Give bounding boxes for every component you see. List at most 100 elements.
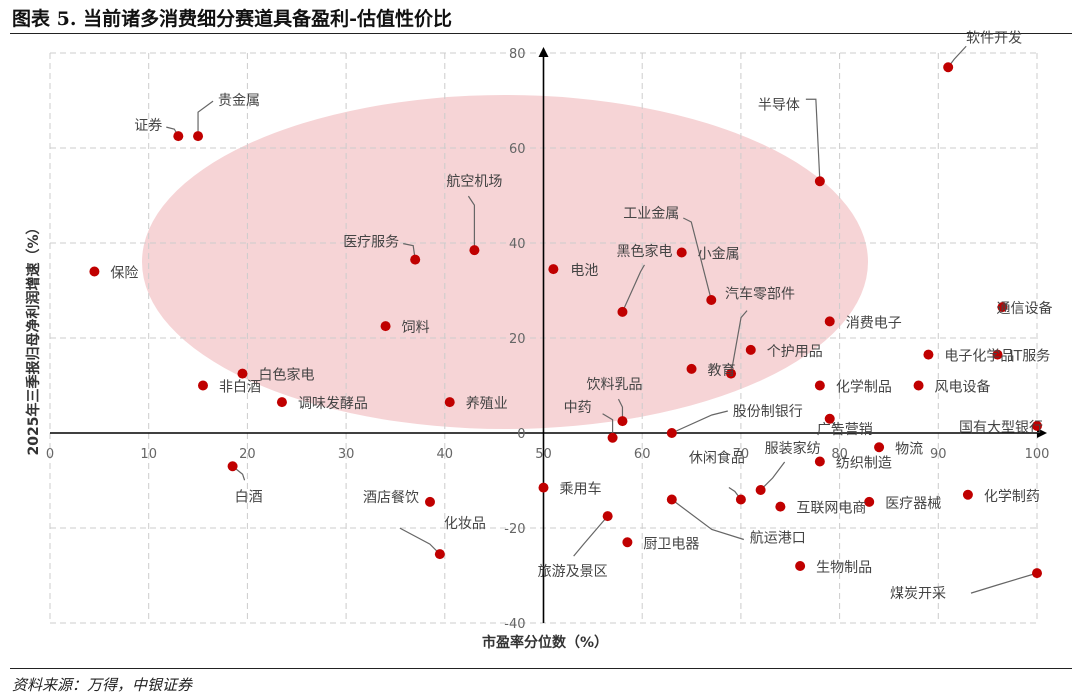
leader-line [683, 217, 712, 301]
leader-line [730, 310, 748, 374]
point-label: 休闲食品 [689, 450, 745, 467]
point-label: 国有大型银行 [959, 420, 1043, 436]
point-label: 保险 [110, 266, 138, 282]
data-point [824, 413, 835, 424]
data-point [197, 380, 208, 391]
point-label: 航空机场 [446, 174, 502, 190]
data-points [89, 62, 1042, 579]
data-point [676, 247, 687, 258]
point-label: 通信设备 [996, 300, 1052, 317]
leader-line [970, 572, 1038, 594]
data-point [469, 245, 480, 256]
x-tick-label: 90 [930, 447, 947, 462]
x-tick-label: 80 [831, 447, 848, 462]
leader-line [805, 98, 821, 182]
data-point [666, 494, 677, 505]
y-tick-label: 0 [517, 427, 525, 442]
x-tick-label: 40 [437, 447, 454, 462]
point-label: 饮料乳品 [586, 377, 642, 393]
y-tick-label: 40 [509, 237, 526, 252]
data-point [706, 295, 717, 305]
point-label: 股份制银行 [733, 404, 803, 420]
data-point [89, 266, 100, 277]
data-point [745, 344, 756, 355]
data-point [602, 511, 613, 522]
data-point [814, 456, 825, 467]
data-point [424, 496, 435, 507]
data-point [814, 176, 825, 187]
y-tick-label: 60 [509, 142, 526, 157]
data-point [237, 368, 248, 379]
x-axis-title: 市盈率分位数（%） [482, 634, 608, 651]
data-point [913, 380, 924, 391]
point-label: 化妆品 [444, 516, 486, 532]
data-point [735, 494, 746, 505]
data-point [686, 363, 697, 374]
leader-line [573, 515, 609, 557]
data-point [410, 254, 421, 265]
data-point [814, 380, 825, 391]
leader-line [760, 461, 786, 491]
point-label: 纺织制造 [836, 456, 892, 472]
chart-axes [50, 47, 1047, 623]
x-tick-label: 100 [1025, 447, 1050, 462]
data-point [795, 561, 806, 571]
y-axis-title: 2025年三季报归母净利润增速（%） [25, 221, 42, 456]
leader-line [671, 410, 728, 434]
point-label: 证券 [134, 118, 162, 134]
point-label: 广告营销 [817, 422, 873, 438]
data-point [173, 131, 184, 142]
point-label: 风电设备 [935, 379, 991, 396]
point-label: 教育 [708, 363, 736, 379]
title-rule [10, 33, 1072, 34]
point-label: 白酒 [235, 489, 263, 505]
point-label: 消费电子 [846, 315, 902, 331]
point-label: 航运港口 [750, 531, 806, 547]
leader-line [197, 100, 214, 137]
data-point [617, 416, 628, 427]
point-label: 物流 [895, 441, 923, 457]
x-tick-label: 30 [338, 447, 355, 462]
data-point [962, 489, 973, 500]
data-point [444, 397, 455, 408]
data-point [775, 501, 786, 512]
point-label: 煤炭开采 [890, 586, 946, 602]
point-label: 白色家电 [258, 367, 314, 384]
x-tick-label: 10 [140, 447, 157, 462]
data-point [276, 397, 287, 408]
data-point [380, 321, 391, 332]
leader-line [602, 413, 614, 438]
point-label: 个护用品 [767, 344, 823, 360]
data-point [874, 442, 885, 453]
figure-title: 图表 5. 当前诸多消费细分赛道具备盈利-估值性价比 [12, 8, 452, 30]
point-label: 旅游及景区 [538, 564, 608, 580]
data-point [997, 302, 1008, 313]
data-point [607, 432, 618, 443]
point-label: 生物制品 [816, 560, 872, 576]
y-tick-label: -20 [504, 522, 525, 537]
data-point [923, 349, 934, 360]
point-label: 酒店餐饮 [363, 490, 419, 506]
leader-line [467, 195, 476, 251]
point-label: 化学制药 [984, 489, 1040, 505]
x-tick-label: 20 [239, 447, 256, 462]
leader-line [671, 499, 744, 541]
point-label: 电子化学品 [944, 349, 1014, 365]
data-point [992, 349, 1003, 360]
tick-labels: 0 10 20 30 40 50 60 70 80 90 100 -40 -20 0 20 40 60 80 [46, 47, 1050, 632]
data-point [622, 537, 633, 548]
source-note: 资料来源：万得，中银证券 [12, 676, 193, 694]
point-label: 饲料 [402, 320, 430, 336]
data-point [434, 549, 445, 560]
point-label: 养殖业 [466, 395, 508, 412]
y-tick-label: 20 [509, 332, 526, 347]
leader-line [621, 264, 645, 313]
data-point [193, 131, 204, 142]
point-label: 厨卫电器 [643, 536, 699, 552]
point-label: 非白酒 [219, 380, 261, 396]
x-tick-label: 60 [634, 447, 651, 462]
x-tick-label: 50 [535, 447, 552, 462]
point-label: 半导体 [758, 97, 800, 113]
